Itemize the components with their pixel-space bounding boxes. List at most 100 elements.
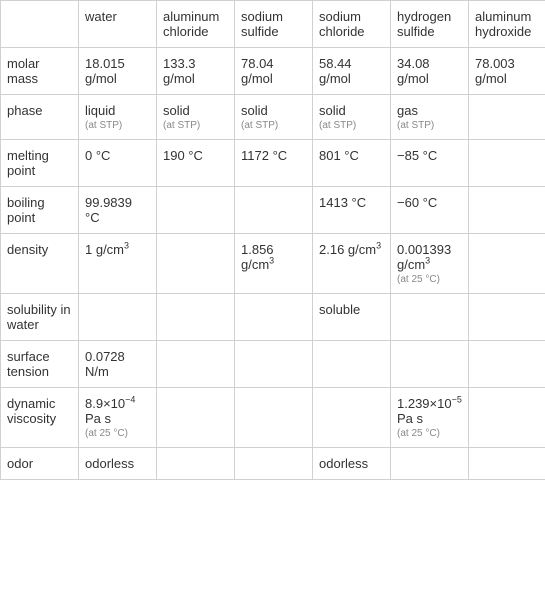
table-cell: 1.239×10−5 Pa s (at 25 °C) (391, 388, 469, 448)
row-label: melting point (1, 140, 79, 187)
table-row: molar mass18.015 g/mol133.3 g/mol78.04 g… (1, 48, 545, 95)
cell-value: soluble (319, 302, 384, 317)
table-row: phase liquid (at STP) solid (at STP) solid (at… (1, 95, 545, 140)
table-row: surface tension0.0728 N/m (1, 341, 545, 388)
table-row: density 1 g/cm3 1.856 g/cm32.16 g/cm30.001… (1, 234, 545, 294)
table-cell: 58.44 g/mol (313, 48, 391, 95)
cell-value: 1413 °C (319, 195, 384, 210)
cell-value: −85 °C (397, 148, 462, 163)
cell-value: liquid (85, 103, 150, 118)
cell-value: 0.001393 g/cm3 (397, 242, 462, 272)
table-header-row: water aluminum chloride sodium sulfide s… (1, 1, 545, 48)
table-cell: gas(at STP) (391, 95, 469, 140)
cell-note: (at STP) (397, 120, 462, 131)
cell-note: (at STP) (319, 120, 384, 131)
header-water: water (79, 1, 157, 48)
table-cell (469, 294, 545, 341)
cell-value: 1.239×10−5 Pa s (397, 396, 462, 426)
table-cell: 34.08 g/mol (391, 48, 469, 95)
cell-note: (at 25 °C) (85, 428, 150, 439)
table-cell (391, 294, 469, 341)
table-cell (235, 448, 313, 480)
table-cell: 1413 °C (313, 187, 391, 234)
table-cell: −60 °C (391, 187, 469, 234)
table-cell: 190 °C (157, 140, 235, 187)
cell-note: (at STP) (163, 120, 228, 131)
cell-value: 0 °C (85, 148, 150, 163)
table-body: molar mass18.015 g/mol133.3 g/mol78.04 g… (1, 48, 545, 480)
row-label: surface tension (1, 341, 79, 388)
table-cell: 18.015 g/mol (79, 48, 157, 95)
table-cell: 0.0728 N/m (79, 341, 157, 388)
table-cell: solid (at STP) (235, 95, 313, 140)
table-cell (235, 294, 313, 341)
header-sodium-sulfide: sodium sulfide (235, 1, 313, 48)
table-row: dynamic viscosity8.9×10−4 Pa s(at 25 °C)… (1, 388, 545, 448)
table-cell (469, 341, 545, 388)
cell-value: 0.0728 N/m (85, 349, 150, 379)
table-cell (79, 294, 157, 341)
table-cell (157, 234, 235, 294)
table-cell (157, 448, 235, 480)
row-label: phase (1, 95, 79, 140)
table-cell (469, 388, 545, 448)
cell-note: (at STP) (85, 120, 150, 131)
table-cell: 78.04 g/mol (235, 48, 313, 95)
table-cell (469, 187, 545, 234)
table-cell: 2.16 g/cm3 (313, 234, 391, 294)
cell-value: 78.04 g/mol (241, 56, 306, 86)
table-cell: 99.9839 °C (79, 187, 157, 234)
table-cell (157, 187, 235, 234)
table-cell: 0 °C (79, 140, 157, 187)
cell-value: solid (163, 103, 228, 118)
table-row: odorodorlessodorless (1, 448, 545, 480)
cell-value: solid (319, 103, 384, 118)
cell-note: (at 25 °C) (397, 274, 462, 285)
table-cell: 8.9×10−4 Pa s (at 25 °C) (79, 388, 157, 448)
table-cell: solid (at STP) (157, 95, 235, 140)
table-cell (235, 341, 313, 388)
table-cell (157, 388, 235, 448)
table-row: boiling point99.9839 °C1413 °C−60 °C (1, 187, 545, 234)
table-cell (391, 448, 469, 480)
cell-value: 8.9×10−4 Pa s (85, 396, 150, 426)
table-cell: 1 g/cm3 (79, 234, 157, 294)
cell-note: (at STP) (241, 120, 306, 131)
table-cell (157, 341, 235, 388)
properties-table: water aluminum chloride sodium sulfide s… (0, 0, 545, 480)
cell-value: 34.08 g/mol (397, 56, 462, 86)
cell-value: 78.003 g/mol (475, 56, 540, 86)
table-cell: −85 °C (391, 140, 469, 187)
table-row: solubility in water soluble (1, 294, 545, 341)
table-cell (391, 341, 469, 388)
table-cell (313, 341, 391, 388)
header-sodium-chloride: sodium chloride (313, 1, 391, 48)
table-cell (313, 388, 391, 448)
cell-value: 801 °C (319, 148, 384, 163)
header-empty (1, 1, 79, 48)
header-hydrogen-sulfide: hydrogen sulfide (391, 1, 469, 48)
cell-value: odorless (85, 456, 150, 471)
table-cell: 78.003 g/mol (469, 48, 545, 95)
table-cell (469, 448, 545, 480)
cell-value: 99.9839 °C (85, 195, 150, 225)
table-cell: 133.3 g/mol (157, 48, 235, 95)
row-label: solubility in water (1, 294, 79, 341)
cell-value: 58.44 g/mol (319, 56, 384, 86)
table-cell (157, 294, 235, 341)
cell-value: solid (241, 103, 306, 118)
row-label: density (1, 234, 79, 294)
cell-note: (at 25 °C) (397, 428, 462, 439)
table-cell (469, 234, 545, 294)
header-aluminum-hydroxide: aluminum hydroxide (469, 1, 545, 48)
cell-value: 1172 °C (241, 148, 306, 163)
table-cell: 1172 °C (235, 140, 313, 187)
cell-value: odorless (319, 456, 384, 471)
cell-value: 190 °C (163, 148, 228, 163)
table-cell: 0.001393 g/cm3 (at 25 °C) (391, 234, 469, 294)
table-cell: odorless (79, 448, 157, 480)
row-label: molar mass (1, 48, 79, 95)
table-cell: 1.856 g/cm3 (235, 234, 313, 294)
cell-value: 1.856 g/cm3 (241, 242, 306, 272)
cell-value: 1 g/cm3 (85, 242, 150, 257)
